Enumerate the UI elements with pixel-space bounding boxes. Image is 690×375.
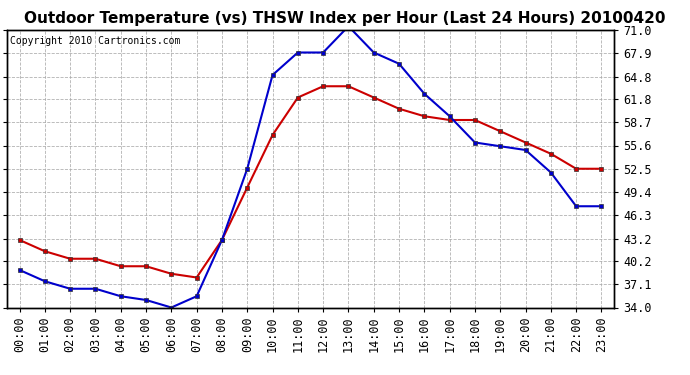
Text: Copyright 2010 Cartronics.com: Copyright 2010 Cartronics.com [10, 36, 180, 45]
Text: Outdoor Temperature (vs) THSW Index per Hour (Last 24 Hours) 20100420: Outdoor Temperature (vs) THSW Index per … [24, 11, 666, 26]
